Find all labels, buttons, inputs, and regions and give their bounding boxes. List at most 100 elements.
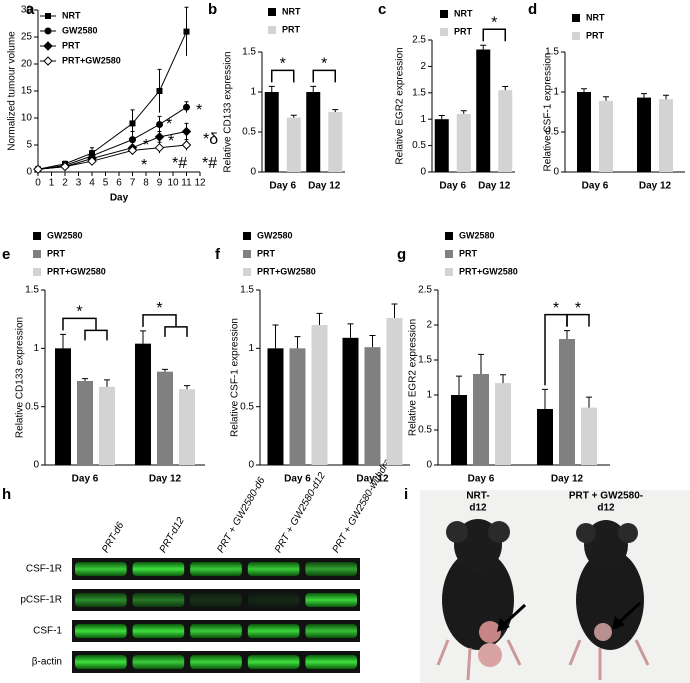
legend-swatch <box>440 28 448 36</box>
x-tick-label: Day 6 <box>284 474 311 485</box>
bar <box>599 100 613 172</box>
legend-swatch <box>572 32 580 40</box>
significance-bracket <box>62 317 97 331</box>
legend-swatch <box>33 232 41 240</box>
bar <box>476 49 491 173</box>
error-bar <box>586 396 592 408</box>
y-tick-label: 0 <box>426 460 432 471</box>
error-bar <box>500 374 506 384</box>
bar <box>451 395 467 465</box>
error-bar <box>184 385 190 390</box>
significance-label: * <box>575 300 581 317</box>
error-bar <box>438 115 445 120</box>
legend-label: PRT <box>459 248 478 258</box>
bar <box>179 389 195 465</box>
legend-swatch <box>243 232 251 240</box>
bar <box>289 348 306 465</box>
photo <box>420 490 690 683</box>
series-line <box>37 31 187 170</box>
annotation: * <box>141 157 147 174</box>
significance-label: * <box>280 56 286 73</box>
y-tick-label: 5 <box>26 140 32 151</box>
series-line <box>37 106 187 170</box>
legend-swatch <box>445 232 453 240</box>
significance-label: * <box>491 14 497 31</box>
blot-band <box>305 624 357 638</box>
error-bar <box>294 336 301 349</box>
legend-label: PRT+GW2580 <box>459 266 518 276</box>
bar <box>157 371 173 465</box>
bar <box>559 339 575 465</box>
y-tick-label: 1.5 <box>418 355 432 366</box>
bar <box>495 383 511 465</box>
significance-label: * <box>321 56 327 73</box>
legend-label: NRT <box>282 6 301 16</box>
y-tick-label: 30 <box>21 5 33 16</box>
marker <box>129 136 136 144</box>
panel-label: h <box>2 486 11 503</box>
significance-bracket <box>164 326 188 337</box>
y-tick-label: 0.5 <box>418 425 432 436</box>
blot-band <box>247 624 300 638</box>
bar <box>135 343 151 465</box>
y-tick-label: 2 <box>426 320 432 331</box>
annotation: * <box>143 137 149 154</box>
marker <box>156 120 163 128</box>
x-tick-label: Day 12 <box>478 181 511 192</box>
y-tick-label: 1 <box>553 87 559 98</box>
y-axis-title: Relative CSF-1 expression <box>543 53 554 172</box>
blot-band <box>247 593 300 607</box>
panel-label: e <box>2 246 10 263</box>
x-tick-label: 0 <box>35 178 41 189</box>
legend-swatch <box>33 250 41 258</box>
blot-band <box>132 655 185 669</box>
blot-band <box>132 593 185 607</box>
error-bar <box>502 85 509 91</box>
error-bar <box>310 85 317 92</box>
bar <box>386 318 403 465</box>
marker <box>183 103 190 111</box>
bar <box>342 337 359 465</box>
error-bar <box>478 353 484 374</box>
y-tick-label: 0.5 <box>545 127 559 138</box>
marker <box>181 126 192 137</box>
blot-band <box>190 655 242 669</box>
y-axis-title: Relative EGR2 expression <box>395 47 406 164</box>
x-tick-label: Day 12 <box>308 181 341 192</box>
legend-label: GW2580 <box>47 230 83 240</box>
bar <box>537 409 553 465</box>
error-bar <box>641 93 647 98</box>
y-axis-title: Relative CD133 expression <box>15 317 26 438</box>
y-tick-label: 1.5 <box>240 285 254 296</box>
bar <box>267 348 284 465</box>
error-bar <box>663 94 669 100</box>
x-tick-label: Day 6 <box>582 181 609 192</box>
legend-swatch <box>445 250 453 258</box>
blot-band <box>75 624 127 638</box>
x-tick-label: Day 6 <box>468 474 495 485</box>
error-bar <box>542 388 548 409</box>
x-tick-label: 6 <box>116 178 122 189</box>
x-tick-label: 8 <box>143 178 149 189</box>
error-bar <box>564 330 570 339</box>
y-tick-label: 0.5 <box>242 127 256 138</box>
bar <box>473 374 489 465</box>
annotation: *# <box>202 155 217 172</box>
y-tick-label: 0 <box>26 167 32 178</box>
legend-label: NRT <box>586 12 605 22</box>
legend-label: PRT+GW2580 <box>257 266 316 276</box>
legend-label: GW2580 <box>62 25 98 35</box>
bar <box>99 386 115 465</box>
error-bar <box>272 324 279 349</box>
blot-band <box>305 593 357 607</box>
legend-label: PRT <box>47 248 66 258</box>
x-tick-label: 1 <box>49 178 55 189</box>
photo-caption: d12 <box>469 503 487 514</box>
panel-label: d <box>528 1 537 18</box>
blot-band <box>305 655 357 669</box>
significance-bracket <box>312 69 336 83</box>
y-tick-label: 1 <box>248 343 254 354</box>
marker <box>33 164 43 175</box>
y-tick-label: 0 <box>33 460 39 471</box>
